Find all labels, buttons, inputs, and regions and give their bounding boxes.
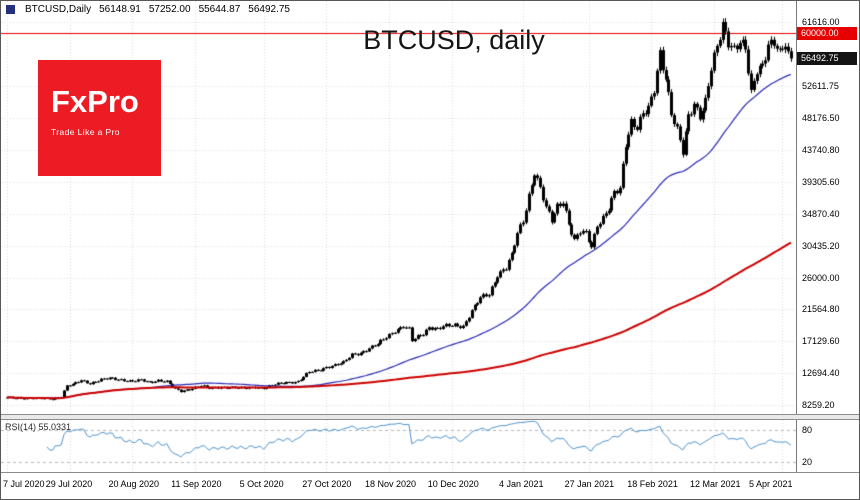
current-price-badge: 56492.75 — [797, 52, 857, 65]
time-axis-label: 4 Jan 2021 — [499, 479, 544, 489]
rsi-axis-label: 80 — [802, 425, 813, 436]
rsi-indicator-label: RSI(14) 55.0331 — [5, 422, 71, 432]
rsi-name: RSI(14) — [5, 422, 37, 432]
time-axis-label: 11 Sep 2020 — [171, 479, 222, 489]
time-axis-label: 5 Oct 2020 — [239, 479, 284, 489]
price-axis[interactable]: 61616.00 52611.75 48176.50 43740.80 39305.60… — [797, 1, 859, 499]
fxpro-logo-text: FxPro — [51, 84, 139, 119]
time-axis-label: 27 Jan 2021 — [564, 479, 615, 489]
fxpro-logo-tagline: Trade Like a Pro — [51, 127, 120, 137]
chart-icon — [6, 5, 15, 14]
price-axis-label: 52611.75 — [802, 81, 839, 92]
time-axis[interactable]: 7 Jul 2020 29 Jul 2020 20 Aug 2020 11 Sep 2… — [1, 473, 859, 499]
time-axis-label: 20 Aug 2020 — [108, 479, 159, 489]
resistance-price-badge: 60000.00 — [797, 26, 857, 40]
price-axis-label: 17129.60 — [802, 336, 840, 347]
time-axis-label: 29 Jul 2020 — [45, 479, 93, 489]
time-axis-label: 18 Nov 2020 — [365, 479, 417, 489]
price-axis-border — [796, 1, 797, 499]
time-axis-label: 10 Dec 2020 — [427, 479, 479, 489]
time-axis-label: 7 Jul 2020 — [3, 479, 45, 489]
price-axis-label: 8259.20 — [802, 399, 835, 410]
fxpro-logo: FxPro Trade Like a Pro — [38, 60, 161, 176]
ohlc-low-value: 55644.87 — [198, 4, 241, 15]
ohlc-open-value: 56148.91 — [99, 4, 141, 15]
time-axis-label: 18 Feb 2021 — [627, 479, 678, 489]
ohlc-high-value: 57252.00 — [148, 4, 191, 15]
price-axis-label: 12694.40 — [802, 368, 840, 379]
ohlc-close-value: 56492.75 — [248, 4, 290, 15]
panel-splitter[interactable] — [1, 414, 859, 420]
time-axis-separator — [1, 472, 859, 473]
rsi-indicator-canvas[interactable] — [1, 420, 796, 472]
price-axis-label: 34870.40 — [802, 208, 840, 219]
price-axis-label: 48176.50 — [802, 113, 840, 124]
chart-title: BTCUSD, daily — [363, 25, 545, 55]
price-axis-label: 21564.80 — [802, 304, 840, 315]
rsi-axis-label: 20 — [802, 456, 813, 467]
symbol-timeframe-label: BTCUSD,Daily — [25, 4, 92, 15]
rsi-value: 55.0331 — [38, 422, 72, 432]
chart-header-info: BTCUSD,Daily 56148.91 57252.00 55644.87 … — [6, 4, 290, 15]
time-axis-label: 12 Mar 2021 — [690, 479, 741, 489]
time-axis-label: 27 Oct 2020 — [302, 479, 352, 489]
price-axis-label: 61616.00 — [802, 16, 840, 27]
time-axis-label: 5 Apr 2021 — [749, 479, 793, 489]
price-axis-label: 30435.20 — [802, 240, 840, 251]
price-axis-label: 39305.60 — [802, 176, 840, 187]
price-axis-label: 43740.80 — [802, 145, 840, 156]
price-axis-label: 26000.00 — [802, 272, 840, 283]
